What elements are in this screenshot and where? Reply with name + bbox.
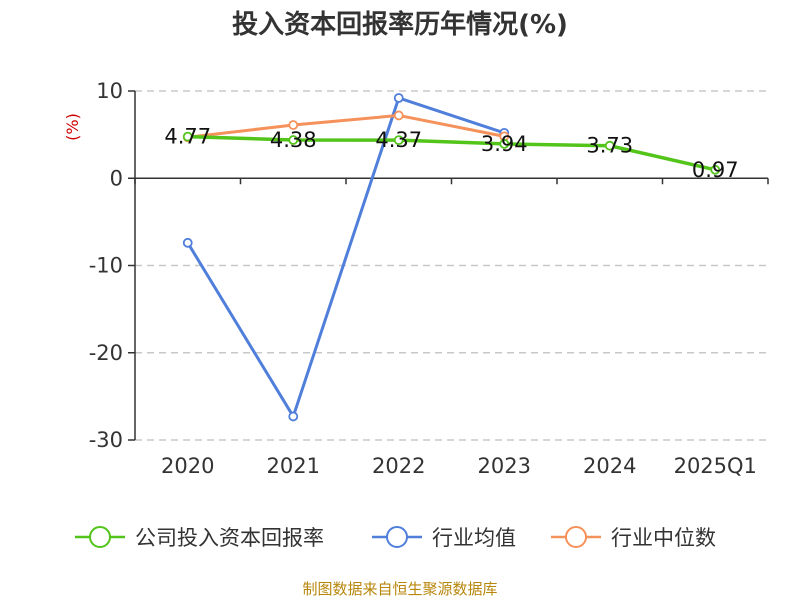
series-layer xyxy=(182,93,721,422)
series-line xyxy=(186,96,505,418)
y-axis-label: (%) xyxy=(63,113,82,141)
data-point xyxy=(393,135,404,146)
data-point xyxy=(288,411,299,422)
data-point xyxy=(288,135,299,145)
series-line xyxy=(187,113,505,139)
data-label: 4.37 xyxy=(375,128,422,152)
data-point xyxy=(182,237,193,248)
chart-title: 投入资本回报率历年情况(%) xyxy=(232,10,568,40)
data-point xyxy=(393,110,404,121)
x-tick-label: 2020 xyxy=(161,454,214,478)
source-note: 制图数据来自恒生聚源数据库 xyxy=(302,580,498,598)
series-line xyxy=(187,134,716,172)
legend: 公司投入资本回报率 行业均值 行业中位数 xyxy=(75,526,716,550)
data-label: 3.73 xyxy=(586,134,633,158)
legend-marker xyxy=(565,526,587,548)
data-point xyxy=(393,93,404,103)
axis-layer: 10 0 -10 -20 -30 2020 2021 2022 2023 2024 2025Q1 (%… xyxy=(63,79,769,478)
data-label: 4.38 xyxy=(270,128,317,152)
legend-label: 行业均值 xyxy=(432,526,516,550)
y-tick-label: -30 xyxy=(89,428,123,452)
legend-label: 行业中位数 xyxy=(611,526,716,550)
legend-marker xyxy=(89,526,111,548)
x-tick-label: 2025Q1 xyxy=(674,454,757,478)
data-point xyxy=(499,138,510,149)
x-tick-label: 2023 xyxy=(478,454,531,478)
y-tick-label: 0 xyxy=(110,166,123,190)
x-tick-label: 2021 xyxy=(267,454,320,478)
label-layer: 4.77 4.38 4.37 3.94 3.73 0.97 xyxy=(164,125,738,182)
data-point xyxy=(710,164,721,175)
data-point xyxy=(604,140,615,151)
legend-label: 公司投入资本回报率 xyxy=(135,526,324,550)
data-label: 4.77 xyxy=(164,125,211,149)
y-tick-label: 10 xyxy=(96,79,123,103)
legend-marker xyxy=(386,526,408,548)
data-label: 0.97 xyxy=(692,158,739,182)
data-point xyxy=(182,131,193,142)
data-point xyxy=(288,120,299,130)
y-tick-label: -20 xyxy=(89,341,123,365)
y-tick-label: -10 xyxy=(89,254,123,278)
x-tick-label: 2024 xyxy=(583,454,636,478)
data-label: 3.94 xyxy=(481,132,528,156)
x-tick-label: 2022 xyxy=(372,454,425,478)
